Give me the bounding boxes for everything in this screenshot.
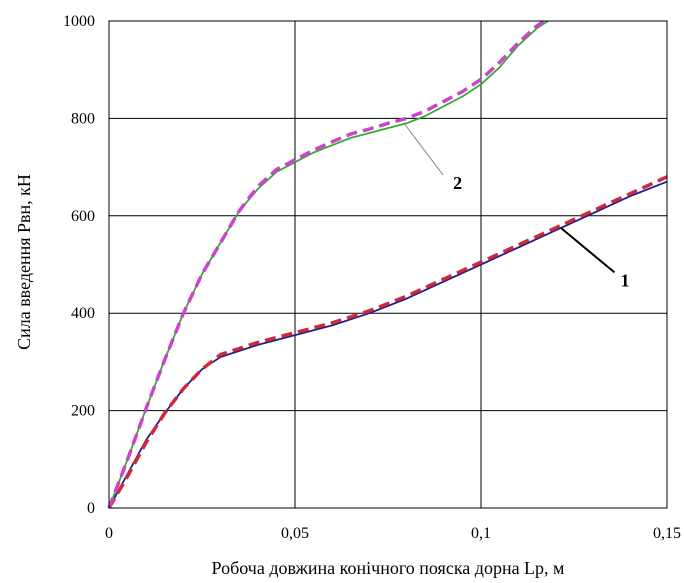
callout-label-2: 2 [453, 173, 462, 193]
series-line-2-dashed [107, 19, 546, 509]
y-tick-label: 600 [71, 208, 95, 225]
y-tick-label: 1000 [63, 13, 95, 30]
series-line-1-solid [108, 180, 668, 509]
series-group [107, 19, 668, 509]
callout-leader-1 [560, 227, 616, 274]
plot-area-border [108, 20, 668, 509]
y-tick-label: 200 [71, 403, 95, 420]
callouts: 12 [404, 123, 630, 290]
plot-frame [108, 20, 668, 509]
x-tick-label: 0,1 [471, 525, 491, 542]
callout-label-1: 1 [621, 270, 630, 290]
grid-lines [109, 21, 667, 508]
y-tick-label: 0 [87, 500, 95, 517]
x-axis-title: Робоча довжина конічного пояска дорна Lр… [212, 558, 565, 578]
x-tick-label: 0 [105, 525, 113, 542]
y-tick-label: 800 [71, 110, 95, 127]
series-line-1-dashed [107, 175, 668, 509]
callout-leader-2 [404, 123, 444, 176]
y-tick-label: 400 [71, 305, 95, 322]
y-axis-title: Сила введення Рвн, кН [14, 174, 34, 350]
x-tick-label: 0,15 [653, 525, 681, 542]
tick-labels: 0 0,05 0,1 0,15 0 200 400 600 800 1000 [63, 13, 681, 542]
x-tick-label: 0,05 [281, 525, 309, 542]
